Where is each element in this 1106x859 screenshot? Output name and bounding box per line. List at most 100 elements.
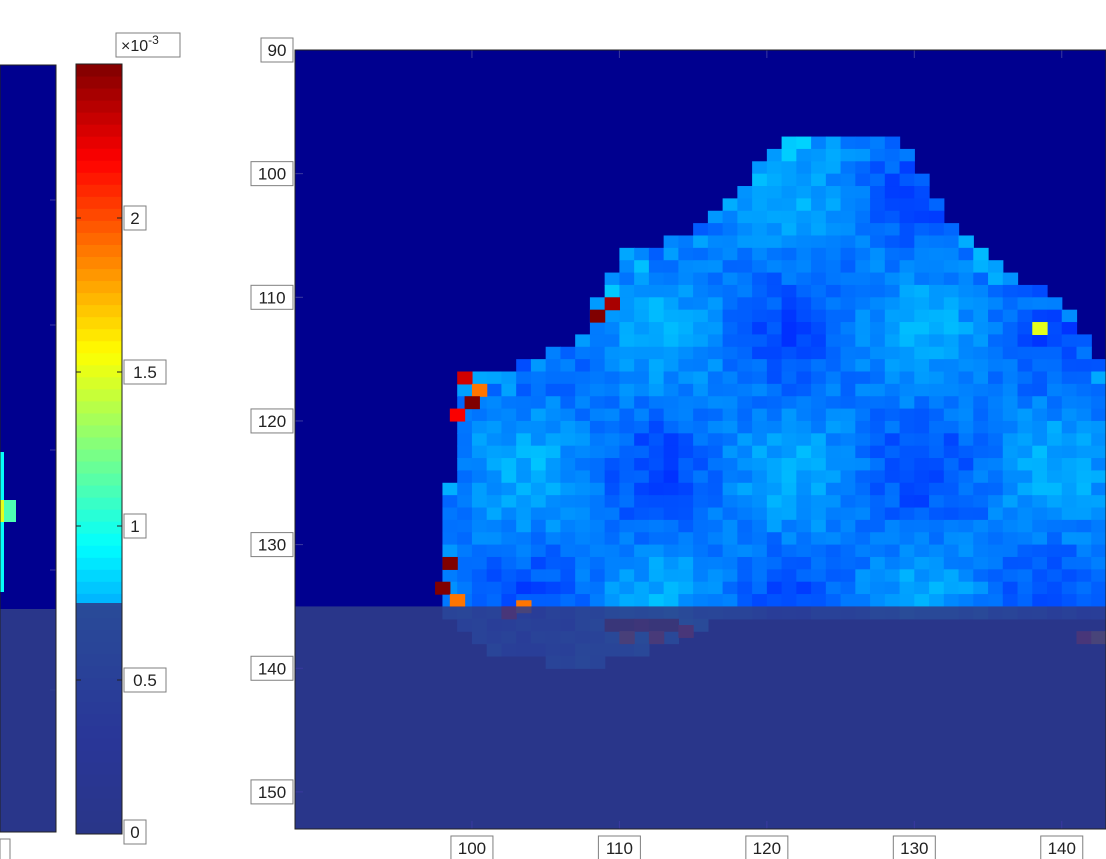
main-map-cell <box>545 359 562 373</box>
main-map-cell <box>471 532 488 546</box>
main-map-cell <box>1002 594 1019 608</box>
main-map-cell <box>884 544 901 558</box>
main-map-cell <box>530 396 547 410</box>
colorbar-tick-label: 0 <box>123 819 147 845</box>
main-map-cell <box>781 272 797 286</box>
main-map-cell <box>943 519 960 533</box>
main-map-cell <box>501 519 517 533</box>
main-map-cell <box>752 532 768 546</box>
main-map-cell <box>648 420 665 434</box>
main-map-cell <box>840 519 856 533</box>
main-map-cell <box>811 235 827 249</box>
main-map-cell <box>988 495 1004 509</box>
main-map-cell <box>973 359 989 373</box>
main-map-cell <box>457 445 473 459</box>
main-map-x-tick-label: 140 <box>1040 835 1084 859</box>
main-map-cell <box>1076 346 1092 360</box>
main-map-cell <box>899 272 915 286</box>
main-map-cell <box>766 198 783 212</box>
main-map-cell <box>693 507 709 521</box>
main-map-cell <box>516 544 532 558</box>
main-map-cell <box>943 458 960 472</box>
main-map-cell <box>707 334 724 348</box>
main-map-cell <box>1047 556 1063 570</box>
main-map-cell <box>825 507 842 521</box>
main-map-cell <box>693 235 709 249</box>
main-map-cell <box>663 544 679 558</box>
main-map-cell <box>1032 396 1048 410</box>
main-map-cell <box>1002 581 1019 595</box>
main-map-cell <box>663 371 679 385</box>
main-map-cell <box>870 260 886 274</box>
main-map-cell <box>560 383 576 397</box>
main-map-cell <box>1032 594 1048 608</box>
main-map-x-tick-label: 120 <box>745 835 789 859</box>
main-map-cell <box>943 272 960 286</box>
main-map-cell <box>899 334 915 348</box>
main-map-cell <box>1047 334 1063 348</box>
main-map-cell <box>825 186 842 199</box>
main-map-cell <box>914 420 930 434</box>
main-map-cell <box>560 445 576 459</box>
colorbar-exponent: ×10-3 <box>115 32 181 58</box>
main-map-cell <box>707 396 724 410</box>
main-map-cell <box>988 482 1004 496</box>
main-map-cell <box>943 260 960 274</box>
main-map-cell <box>840 544 856 558</box>
main-map-cell <box>442 532 458 546</box>
colorbar-strip <box>76 376 122 390</box>
main-map-cell <box>943 594 960 608</box>
main-map-cell <box>619 322 635 335</box>
main-map-cell <box>1076 458 1092 472</box>
main-map-cell <box>663 420 679 434</box>
main-map-cell <box>1017 297 1033 311</box>
main-map-cell <box>855 186 871 199</box>
main-map-cell <box>914 532 930 546</box>
main-map-cell <box>678 445 694 459</box>
colorbar-tick-label-text: 0.5 <box>133 671 157 690</box>
main-map-cell <box>855 198 871 212</box>
main-map-cell <box>752 569 768 583</box>
main-map-cell <box>634 433 650 447</box>
main-map-cell <box>958 334 974 348</box>
main-map-cell <box>929 198 945 212</box>
main-map-cell <box>929 495 945 509</box>
main-map-cell <box>988 556 1004 570</box>
main-map-cell <box>855 433 871 447</box>
main-map-cell <box>855 309 871 323</box>
main-map-cell <box>840 495 856 509</box>
main-map-cell <box>530 458 547 472</box>
main-map-cell <box>722 470 738 484</box>
main-map-cell <box>1061 420 1078 434</box>
main-map-cell <box>899 309 915 323</box>
main-map-cell <box>634 556 650 570</box>
main-map-cell <box>929 556 945 570</box>
main-map-cell <box>914 408 930 422</box>
main-map-cell <box>870 420 886 434</box>
main-map-cell <box>988 594 1004 608</box>
main-map-cell <box>575 470 591 484</box>
main-map-cell <box>648 569 665 583</box>
main-map-cell <box>973 433 989 447</box>
main-map-cell <box>811 569 827 583</box>
main-map-cell <box>619 556 635 570</box>
main-map-cell <box>722 346 738 360</box>
main-map-cell <box>471 581 488 595</box>
main-map-cell <box>884 322 901 335</box>
main-map-cell <box>796 198 812 212</box>
main-map-cell <box>943 359 960 373</box>
main-map-cell <box>796 507 812 521</box>
main-map-cell <box>1061 334 1078 348</box>
main-map-cell <box>899 297 915 311</box>
main-map-cell <box>560 482 576 496</box>
main-map-cell <box>693 532 709 546</box>
main-map-cell <box>707 507 724 521</box>
main-map-cell <box>958 346 974 360</box>
main-map-cell <box>516 569 532 583</box>
main-map-cell <box>1017 433 1033 447</box>
main-map-cell <box>870 297 886 311</box>
main-map-cell <box>884 420 901 434</box>
main-map-cell <box>678 532 694 546</box>
main-map-cell <box>870 198 886 212</box>
main-map-cell <box>471 519 488 533</box>
